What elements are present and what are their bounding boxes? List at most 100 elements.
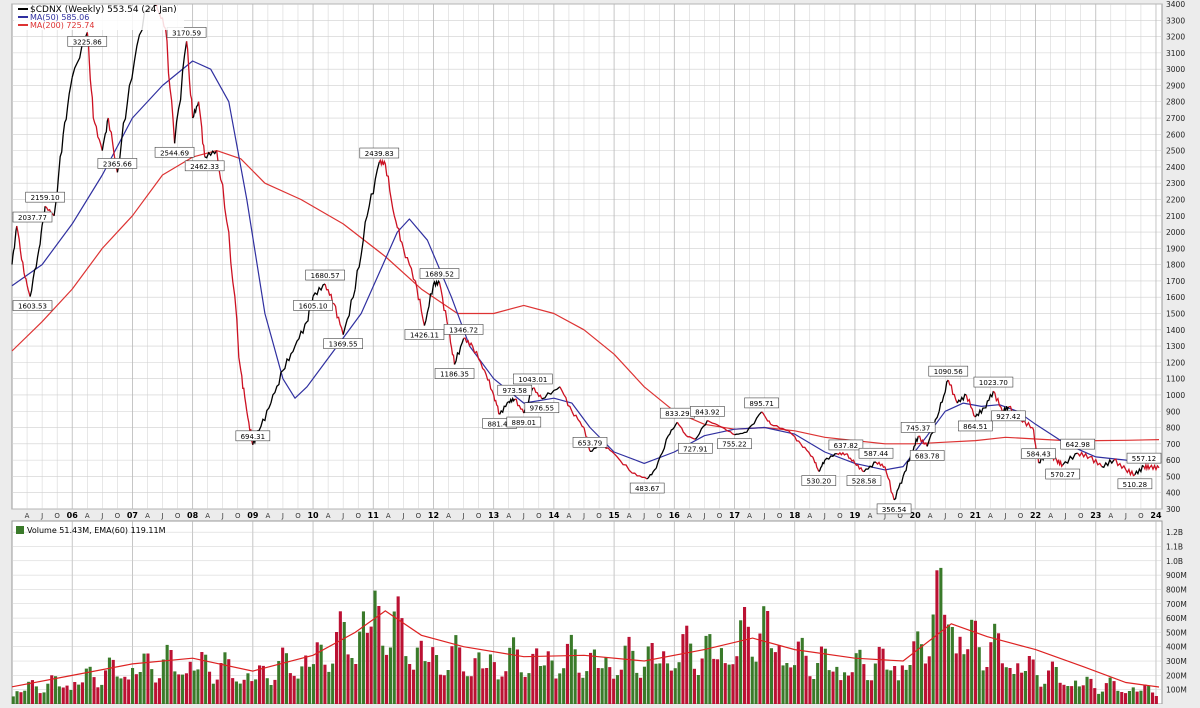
volume-label: Volume 51.43M, EMA(60) 119.11M — [27, 526, 166, 535]
volume-bar-down — [96, 687, 100, 704]
annotation-box — [1117, 478, 1153, 490]
price-segment-up — [1062, 452, 1078, 466]
volume-bar-down — [438, 674, 442, 704]
price-annotation: 510.28 — [1117, 478, 1153, 490]
volume-bar-up — [993, 623, 997, 704]
volume-bar-up — [673, 668, 677, 704]
volume-bar-down — [766, 611, 770, 704]
x-quarter-label: O — [958, 512, 964, 520]
price-segment-down — [965, 394, 976, 418]
volume-bar-down — [335, 632, 339, 704]
annotation-label: 510.28 — [1123, 481, 1148, 489]
volume-bar-up — [1147, 686, 1151, 704]
annotation-box — [828, 439, 864, 451]
annotation-label: 1186.35 — [440, 371, 469, 379]
price-grid — [12, 3, 1162, 510]
volume-bar-up — [254, 679, 258, 704]
volume-bar-down — [315, 642, 319, 704]
volume-bar-up — [1097, 693, 1101, 704]
volume-bar-up — [508, 647, 512, 704]
price-annotation: 889.01 — [506, 416, 542, 428]
price-tick-label: 1500 — [1166, 310, 1185, 319]
volume-bar-up — [423, 661, 427, 704]
price-segment-down — [438, 282, 450, 330]
x-quarter-label: J — [341, 512, 344, 520]
annotation-label: 927.42 — [996, 413, 1021, 421]
volume-bar-down — [1093, 688, 1097, 704]
price-segment-down — [1077, 451, 1091, 460]
volume-bar-down — [796, 641, 800, 704]
volume-bar-down — [846, 675, 850, 704]
price-tick-label: 2900 — [1166, 81, 1185, 90]
price-tick-label: 500 — [1166, 472, 1181, 481]
volume-tick-label: 1.0B — [1166, 557, 1183, 566]
volume-bar-up — [381, 645, 385, 704]
price-annotation: 976.55 — [524, 402, 560, 414]
volume-bar-up — [107, 657, 111, 704]
x-quarter-label: A — [627, 512, 632, 520]
price-segment-up — [423, 284, 435, 326]
x-quarter-label: A — [446, 512, 451, 520]
volume-bar-down — [515, 649, 519, 704]
price-segment-down — [812, 456, 820, 472]
volume-bar-up — [277, 661, 281, 704]
volume-bar-up — [84, 668, 88, 704]
volume-bar-down — [500, 676, 504, 704]
price-segment-up — [863, 461, 876, 473]
price-segment-down — [613, 453, 633, 474]
annotation-label: 1605.10 — [299, 302, 328, 310]
x-quarter-label: O — [717, 512, 723, 520]
volume-bar-up — [816, 663, 820, 704]
volume-bar-down — [743, 607, 747, 704]
annotation-label: 2365.66 — [103, 160, 132, 168]
volume-bar-down — [746, 626, 750, 704]
price-segment-down — [471, 345, 486, 371]
volume-bar-up — [835, 666, 839, 704]
annotation-label: 528.58 — [852, 478, 877, 486]
annotation-label: 976.55 — [530, 405, 555, 413]
volume-bar-up — [704, 635, 708, 704]
volume-tick-label: 500M — [1166, 628, 1187, 637]
price-tick-label: 1700 — [1166, 277, 1185, 286]
volume-bar-up — [1066, 686, 1070, 704]
x-quarter-label: J — [943, 512, 946, 520]
volume-bar-up — [15, 691, 19, 704]
volume-bar-up — [131, 668, 135, 704]
price-segment-down — [1143, 462, 1151, 472]
price-segment-down — [918, 435, 928, 447]
price-segment-up — [192, 101, 200, 119]
price-segment-down — [16, 225, 25, 273]
annotation-label: 843.92 — [695, 408, 720, 416]
volume-bar-down — [92, 677, 96, 704]
x-quarter-label: O — [355, 512, 361, 520]
ma50-line — [11, 60, 1160, 471]
annotation-box — [323, 338, 363, 349]
price-annotation: 2462.33 — [184, 160, 225, 172]
volume-bar-up — [635, 672, 639, 704]
price-tick-label: 1000 — [1166, 391, 1185, 400]
volume-bar-up — [1108, 677, 1112, 704]
volume-bar-up — [750, 656, 754, 704]
volume-bar-up — [361, 611, 365, 704]
annotation-box — [1021, 448, 1056, 460]
volume-bar-down — [200, 652, 204, 704]
price-annotation: 3170.59 — [166, 27, 207, 38]
volume-bar-down — [273, 679, 277, 704]
x-quarter-label: J — [160, 512, 163, 520]
volume-bar-up — [496, 679, 500, 704]
price-segment-down — [1113, 458, 1127, 471]
volume-bar-up — [465, 676, 469, 704]
price-annotation: 1680.57 — [305, 269, 345, 281]
price-tick-label: 1300 — [1166, 342, 1185, 351]
annotation-label: 1043.01 — [518, 376, 547, 384]
volume-bar-down — [385, 654, 389, 704]
volume-bar-up — [477, 652, 481, 704]
annotation-label: 1426.11 — [410, 332, 439, 340]
volume-bar-down — [1020, 672, 1024, 704]
price-segment-up — [62, 77, 73, 135]
x-quarter-label: O — [175, 512, 181, 520]
volume-bar-down — [258, 665, 262, 704]
volume-bar-down — [612, 678, 616, 704]
volume-bar-up — [708, 634, 712, 704]
volume-bar-up — [981, 670, 985, 704]
